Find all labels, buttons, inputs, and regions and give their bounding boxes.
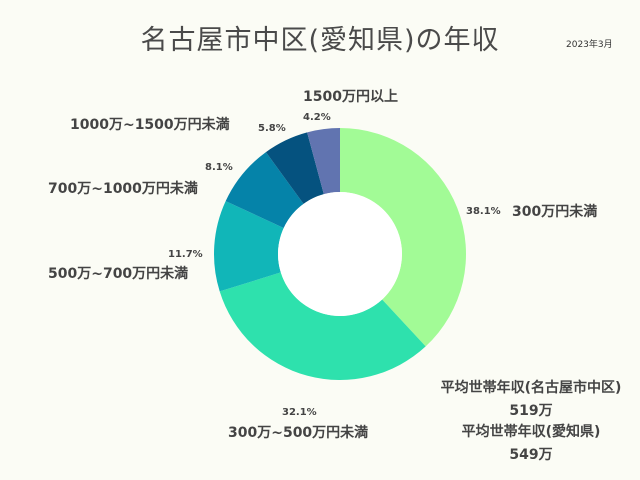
- slice-category-label: 300万~500万円未満: [228, 424, 368, 441]
- local-average-label: 平均世帯年収(名古屋市中区): [440, 380, 622, 396]
- donut-slices: [214, 128, 467, 381]
- slice-percent-label: 5.8%: [258, 123, 286, 134]
- slice-percent-label: 11.7%: [168, 249, 203, 260]
- average-income-note: 平均世帯年収(名古屋市中区) 519万: [411, 377, 640, 423]
- donut-slice: [307, 128, 340, 195]
- chart-title: 名古屋市中区(愛知県)の年収: [140, 25, 500, 56]
- chart-date: 2023年3月: [566, 40, 613, 50]
- slice-category-label: 1000万~1500万円未満: [70, 116, 230, 133]
- donut-slice: [214, 201, 284, 292]
- slice-category-label: 1500万円以上: [303, 89, 398, 105]
- prefecture-average-note: 平均世帯年収(愛知県) 549万: [411, 421, 640, 467]
- donut-slice: [265, 132, 324, 204]
- donut-slice: [219, 272, 426, 381]
- donut-slice: [340, 128, 467, 347]
- slice-percent-label: 32.1%: [282, 407, 317, 418]
- slice-percent-label: 8.1%: [205, 162, 233, 173]
- slice-category-label: 300万円未満: [512, 203, 597, 220]
- prefecture-average-label: 平均世帯年収(愛知県): [461, 424, 601, 440]
- donut-labels: 300万円未満 38.1% 300万~500万円未満 32.1% 500万~700万円未…: [48, 89, 597, 441]
- donut-hole: [278, 192, 402, 316]
- slice-percent-label: 38.1%: [466, 206, 501, 217]
- slice-percent-label: 4.2%: [303, 112, 331, 123]
- donut-slice: [225, 152, 304, 228]
- slice-category-label: 500万~700万円未満: [48, 265, 188, 282]
- prefecture-average-value: 549万: [509, 447, 553, 463]
- local-average-value: 519万: [509, 403, 553, 419]
- slice-category-label: 700万~1000万円未満: [48, 180, 198, 197]
